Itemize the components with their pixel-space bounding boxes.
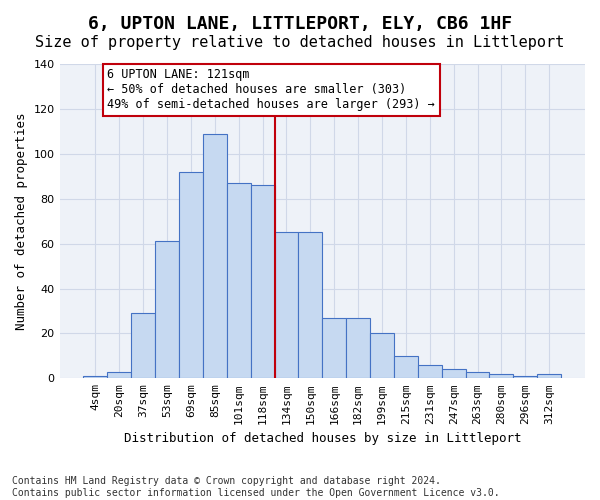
Bar	[227, 183, 251, 378]
Bar	[203, 134, 227, 378]
Text: 6 UPTON LANE: 121sqm
← 50% of detached houses are smaller (303)
49% of semi-deta: 6 UPTON LANE: 121sqm ← 50% of detached h…	[107, 68, 435, 112]
Bar	[418, 365, 442, 378]
Text: Contains HM Land Registry data © Crown copyright and database right 2024.
Contai: Contains HM Land Registry data © Crown c…	[12, 476, 500, 498]
Bar	[155, 242, 179, 378]
Bar	[298, 232, 322, 378]
Bar	[514, 376, 537, 378]
Bar	[322, 318, 346, 378]
Bar	[275, 232, 298, 378]
Bar	[346, 318, 370, 378]
Bar	[107, 372, 131, 378]
Text: 6, UPTON LANE, LITTLEPORT, ELY, CB6 1HF: 6, UPTON LANE, LITTLEPORT, ELY, CB6 1HF	[88, 15, 512, 33]
Bar	[179, 172, 203, 378]
Bar	[490, 374, 514, 378]
Bar	[370, 334, 394, 378]
Bar	[131, 313, 155, 378]
X-axis label: Distribution of detached houses by size in Littleport: Distribution of detached houses by size …	[124, 432, 521, 445]
Bar	[251, 185, 275, 378]
Bar	[442, 370, 466, 378]
Bar	[394, 356, 418, 378]
Bar	[537, 374, 561, 378]
Text: Size of property relative to detached houses in Littleport: Size of property relative to detached ho…	[35, 35, 565, 50]
Y-axis label: Number of detached properties: Number of detached properties	[15, 112, 28, 330]
Bar	[466, 372, 490, 378]
Bar	[83, 376, 107, 378]
